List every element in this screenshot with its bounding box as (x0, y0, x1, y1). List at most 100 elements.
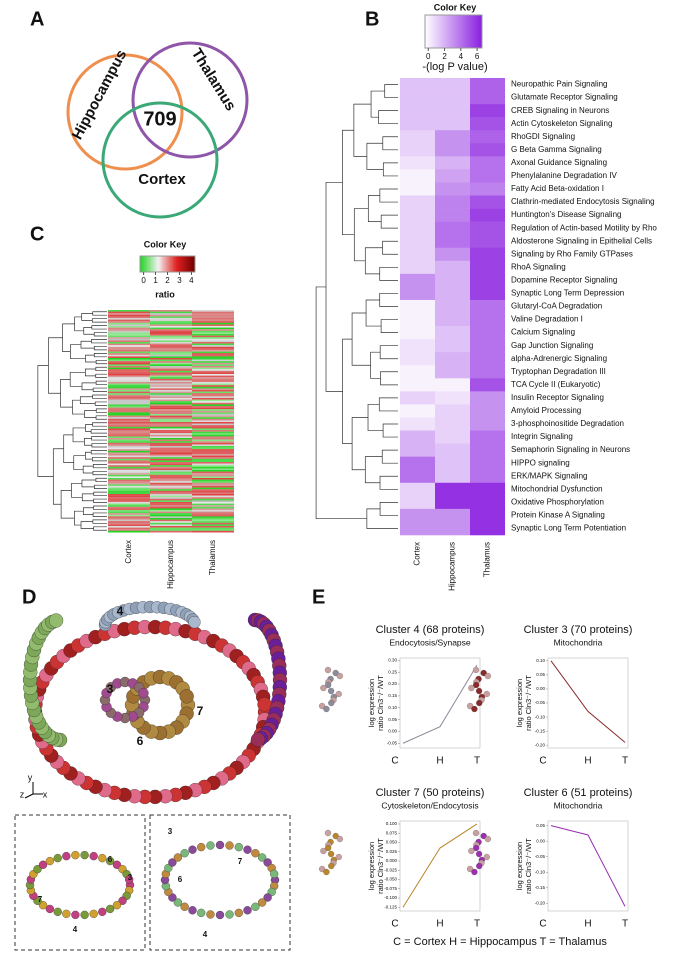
bead (251, 849, 260, 858)
heatmap-stripe (192, 513, 234, 515)
row-label: Actin Cytoskeleton Signaling (511, 119, 612, 128)
color-key-cell (459, 15, 462, 48)
dendrogram (382, 423, 398, 438)
heatmap-stripe (192, 444, 234, 447)
heatmap-stripe (192, 343, 234, 346)
color-key-cell (157, 256, 160, 272)
x-tick-label: C (539, 756, 546, 767)
y-tick-label: 0.05 (388, 717, 397, 722)
dendrogram (83, 326, 95, 335)
heatmap-stripe (192, 391, 234, 394)
heatmap-stripe (108, 516, 150, 519)
structure-model: 4 3 7 6 yz x 3 6 7 4 3 6 7 4 (20, 600, 288, 939)
color-key-cell (168, 256, 171, 272)
heatmap-cell (470, 260, 505, 275)
heatmap-stripe (108, 500, 150, 503)
heatmap-stripe (108, 524, 150, 527)
heatmap-stripe (108, 375, 150, 378)
heatmap-stripe (108, 337, 150, 339)
heatmap-stripe (108, 513, 150, 515)
heatmap-stripe (150, 310, 192, 312)
cluster-label: 4 (117, 604, 124, 618)
heatmap-stripe (192, 318, 234, 320)
color-key-cell (425, 15, 427, 48)
heatmap-stripe (108, 476, 150, 479)
thumbnail-bead (473, 844, 480, 852)
heatmap-cell (470, 508, 505, 523)
dendrogram (70, 344, 86, 359)
heatmap-cell (400, 313, 435, 327)
dendrogram (90, 429, 107, 434)
y-tick-label: 0.025 (386, 849, 398, 854)
heatmap-cell (400, 352, 435, 366)
heatmap-stripe (108, 457, 150, 459)
heatmap-stripe (108, 338, 150, 341)
heatmap-stripe (108, 394, 150, 397)
heatmap-cell (435, 260, 470, 275)
color-key-cell (477, 15, 480, 48)
heatmap-stripe (108, 508, 150, 511)
color-key-cell (153, 256, 156, 272)
bead (45, 904, 55, 914)
heatmap-stripe (192, 476, 234, 479)
cluster-label: 7 (197, 704, 204, 718)
heatmap-stripe (108, 316, 150, 319)
heatmap-cell (470, 130, 505, 144)
heatmap-cell (400, 326, 435, 340)
heatmap-stripe (108, 361, 150, 363)
dendrogram (84, 410, 97, 418)
heatmap-cell (435, 521, 470, 536)
thumbnail-bead (471, 868, 478, 876)
heatmap-stripe (192, 447, 234, 450)
dendrogram (74, 316, 84, 332)
color-key-cell (467, 15, 470, 48)
row-label: Clathrin-mediated Endocytosis Signaling (511, 197, 655, 206)
dendrogram (366, 508, 398, 529)
bead (89, 909, 98, 919)
heatmap-stripe (150, 530, 192, 533)
heatmap-stripe (192, 457, 234, 459)
heatmap-stripe (108, 362, 150, 365)
heatmap-stripe (108, 354, 150, 357)
thumbnail-bead (476, 850, 483, 858)
bead (124, 875, 134, 884)
color-key-cell (444, 15, 447, 48)
y-tick-label: -0.15 (535, 728, 546, 733)
heatmap-stripe (192, 378, 234, 381)
heatmap-stripe (150, 372, 192, 375)
heatmap-stripe (192, 332, 234, 335)
row-label: Glutamate Receptor Signaling (511, 93, 618, 102)
heatmap-stripe (192, 446, 234, 448)
heatmap-stripe (108, 402, 150, 405)
thumbnail-bead (483, 690, 490, 698)
heatmap-stripe (150, 482, 192, 485)
color-key-cell (440, 15, 443, 48)
heatmap-stripe (108, 498, 150, 501)
heatmap-cell (470, 195, 505, 209)
thumbnail-bead (320, 684, 327, 692)
heatmap-stripe (108, 417, 150, 419)
heatmap-stripe (192, 364, 234, 367)
heatmap-stripe (108, 398, 150, 400)
bead (38, 860, 48, 869)
heatmap-stripe (150, 508, 192, 511)
heatmap-stripe (150, 334, 192, 336)
y-tick-label: -0.050 (384, 877, 397, 882)
heatmap-stripe (192, 431, 234, 434)
heatmap-stripe (192, 486, 234, 488)
heatmap-stripe (150, 345, 192, 347)
heatmap-cell (400, 156, 435, 170)
heatmap-stripe (150, 503, 192, 506)
heatmap-stripe (192, 462, 234, 464)
bead (257, 853, 267, 862)
heatmap-stripe (150, 510, 192, 512)
x-tick-label: C (391, 756, 398, 767)
color-key-cell (177, 256, 179, 272)
heatmap-stripe (192, 434, 234, 437)
heatmap-stripe (108, 444, 150, 447)
bead (206, 910, 215, 919)
thumbnail-bead (328, 699, 335, 707)
heatmap-stripe (150, 420, 192, 423)
heatmap-stripe (150, 436, 192, 439)
bead (53, 853, 62, 863)
